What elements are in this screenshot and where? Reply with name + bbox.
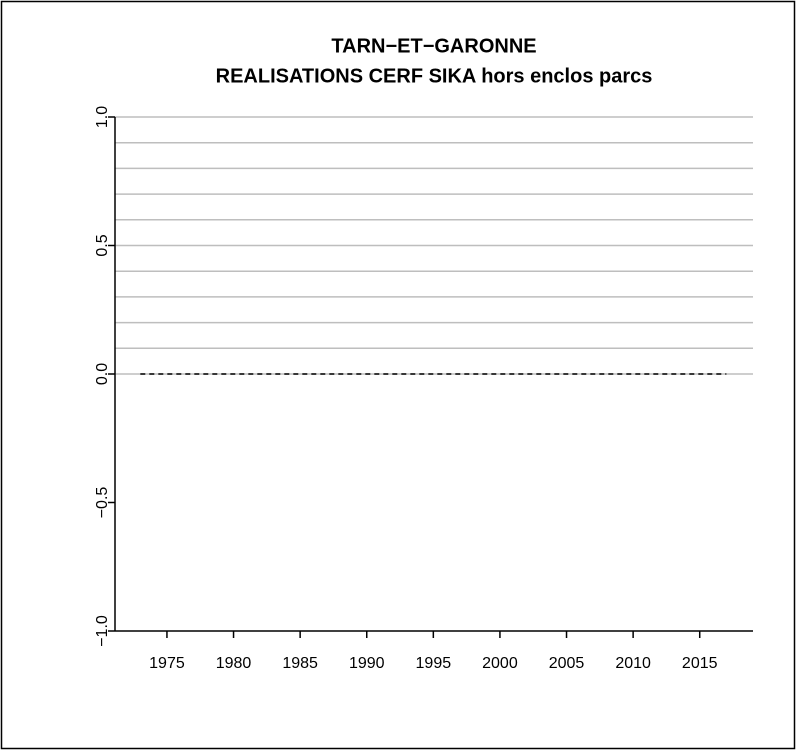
- y-tick-label: 0.0: [94, 363, 111, 385]
- y-tick-label: −1.0: [94, 615, 111, 647]
- x-tick-label: 2015: [682, 655, 718, 672]
- x-tick-label: 2010: [615, 655, 651, 672]
- y-tick-label: 0.5: [94, 234, 111, 256]
- x-tick-label: 1995: [416, 655, 452, 672]
- x-tick-label: 1985: [282, 655, 318, 672]
- x-tick-label: 2000: [482, 655, 518, 672]
- chart-title: TARN−ET−GARONNE: [331, 35, 536, 57]
- x-tick-label: 1990: [349, 655, 385, 672]
- x-tick-label: 1975: [149, 655, 185, 672]
- chart-subtitle: REALISATIONS CERF SIKA hors enclos parcs: [216, 65, 653, 87]
- x-tick-label: 2005: [549, 655, 585, 672]
- y-tick-label: 1.0: [94, 106, 111, 128]
- x-tick-label: 1980: [216, 655, 252, 672]
- y-tick-label: −0.5: [94, 487, 111, 519]
